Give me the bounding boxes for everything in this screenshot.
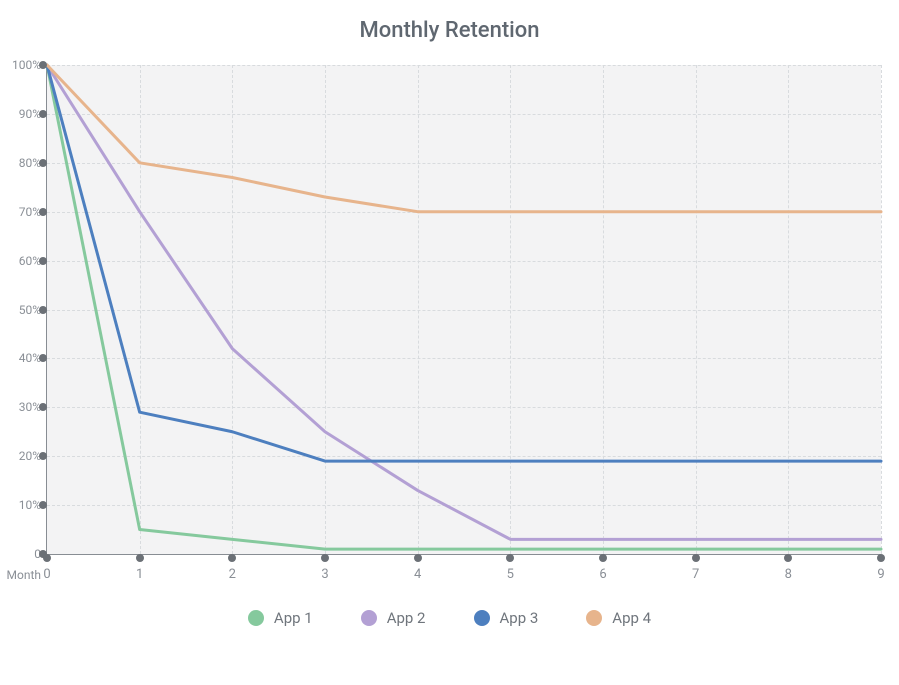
x-tick-label: 7 [692,567,699,582]
y-tick-dot [39,257,47,265]
x-tick-label: 9 [877,567,884,582]
y-tick-dot [39,159,47,167]
y-tick-dot [39,110,47,118]
gridline-vertical [881,65,882,554]
y-tick-dot [39,354,47,362]
x-tick-label: 6 [599,567,606,582]
series-line [47,65,881,212]
chart-title: Monthly Retention [0,0,899,55]
legend-item: App 4 [586,609,651,627]
x-tick-dot [784,554,792,562]
legend-item: App 1 [248,609,313,627]
y-tick-dot [39,208,47,216]
legend-item: App 2 [361,609,426,627]
y-tick-dot [39,306,47,314]
y-tick-label: 0 [1,547,41,561]
y-tick-label: 80% [1,156,41,170]
x-tick-label: 0 [43,567,50,582]
y-tick-dot [39,61,47,69]
x-axis-title: Month [1,568,41,582]
series-line [47,65,881,461]
legend-label: App 3 [500,609,539,627]
y-tick-label: 90% [1,107,41,121]
x-tick-label: 8 [785,567,792,582]
legend: App 1 App 2 App 3 App 4 [0,609,899,627]
plot-area-outer: Month 010%20%30%40%50%60%70%80%90%100%01… [46,55,881,585]
chart-container: Monthly Retention Month 010%20%30%40%50%… [0,0,899,685]
legend-item: App 3 [474,609,539,627]
legend-label: App 2 [387,609,426,627]
y-tick-label: 70% [1,205,41,219]
x-tick-dot [321,554,329,562]
legend-swatch [361,610,377,626]
plot-area: Month 010%20%30%40%50%60%70%80%90%100%01… [46,65,881,555]
y-tick-label: 30% [1,400,41,414]
legend-label: App 4 [612,609,651,627]
series-line [47,65,881,539]
x-tick-dot [414,554,422,562]
x-tick-dot [506,554,514,562]
x-tick-dot [599,554,607,562]
y-tick-label: 20% [1,449,41,463]
x-tick-dot [43,554,51,562]
x-tick-dot [692,554,700,562]
y-tick-dot [39,452,47,460]
y-tick-label: 100% [1,58,41,72]
y-tick-label: 50% [1,303,41,317]
x-tick-label: 2 [229,567,236,582]
y-tick-label: 40% [1,351,41,365]
x-tick-dot [228,554,236,562]
legend-label: App 1 [274,609,313,627]
y-tick-label: 60% [1,254,41,268]
y-tick-label: 10% [1,498,41,512]
y-tick-dot [39,501,47,509]
legend-swatch [474,610,490,626]
x-tick-label: 4 [414,567,421,582]
y-tick-dot [39,403,47,411]
legend-swatch [248,610,264,626]
series-line [47,65,881,549]
legend-swatch [586,610,602,626]
x-tick-label: 5 [507,567,514,582]
x-tick-label: 3 [321,567,328,582]
x-tick-dot [136,554,144,562]
x-tick-label: 1 [136,567,143,582]
line-layer [47,65,881,554]
x-tick-dot [877,554,885,562]
